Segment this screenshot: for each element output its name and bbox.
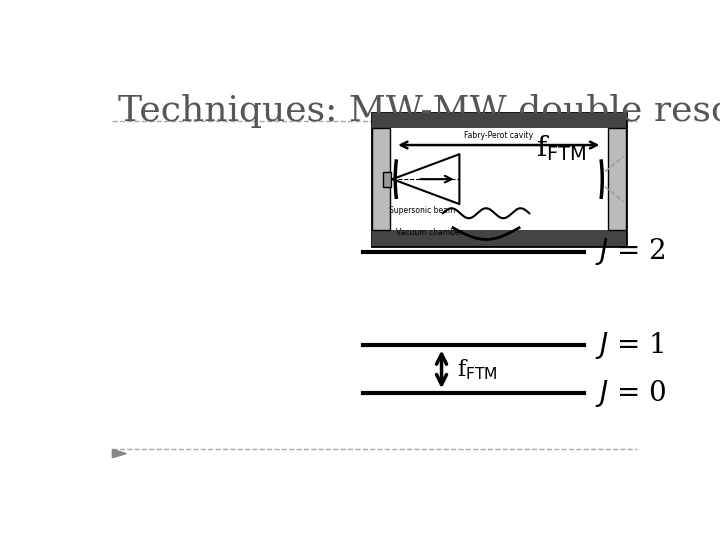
Text: Fabry-Perot cavity: Fabry-Perot cavity	[464, 131, 534, 140]
Polygon shape	[112, 449, 126, 458]
Bar	[372, 113, 626, 129]
Text: Techniques: MW-MW double resonance: Techniques: MW-MW double resonance	[118, 94, 720, 128]
Text: $J$ = 1: $J$ = 1	[595, 330, 665, 361]
Text: f$_{\mathsf{FTM}}$: f$_{\mathsf{FTM}}$	[536, 133, 587, 163]
Bar	[372, 230, 626, 246]
Text: $J$ = 0: $J$ = 0	[595, 378, 667, 409]
Bar	[608, 129, 626, 230]
Bar	[372, 113, 626, 246]
Text: Vacuum chamber: Vacuum chamber	[396, 228, 463, 238]
Bar	[383, 172, 392, 187]
Text: $J$ = 2: $J$ = 2	[595, 237, 665, 267]
Bar	[372, 129, 390, 230]
Text: f$_{\mathsf{FTM}}$: f$_{\mathsf{FTM}}$	[457, 357, 498, 382]
Text: Supersonic beam: Supersonic beam	[390, 206, 456, 215]
